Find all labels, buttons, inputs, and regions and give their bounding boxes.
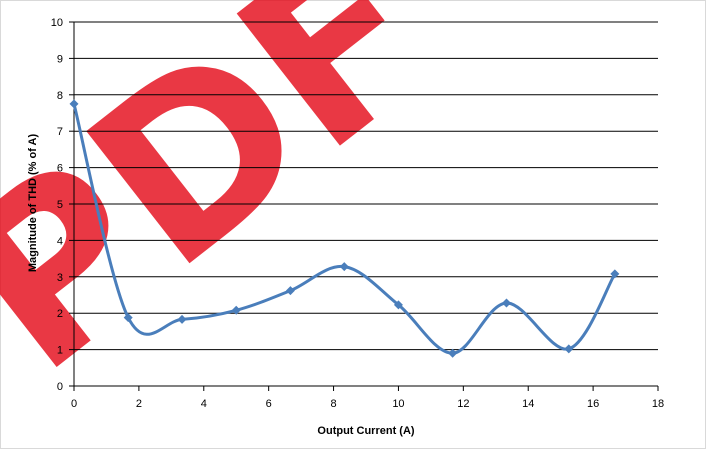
x-tick-labels: 0 2 4 6 8 10 12 14 16 18 [71,398,664,410]
x-tick-label: 12 [457,398,469,410]
x-tick-label: 4 [201,398,207,410]
y-tick-label: 9 [57,53,63,65]
data-point-marker [501,298,511,308]
x-tick-label: 8 [330,398,336,410]
data-point-marker [177,314,187,324]
series-layer [69,99,620,358]
gridlines [74,21,658,351]
y-tick-label: 8 [57,90,63,102]
y-tick-label: 0 [57,381,63,393]
y-tick-label: 4 [57,235,63,247]
y-tick-label: 1 [57,345,63,357]
y-tick-label: 6 [57,163,63,175]
x-tick-label: 14 [522,398,534,410]
axes [69,21,659,391]
data-point-marker [231,305,241,315]
y-tick-label: 10 [51,17,63,29]
data-point-marker [285,286,295,296]
watermark-text: PDF [0,0,481,423]
data-point-marker [564,344,574,354]
watermark: PDF [0,0,481,423]
data-point-marker [448,348,458,358]
y-tick-label: 7 [57,126,63,138]
y-axis-title: Magnitude of THD (% of A) [27,134,39,273]
data-point-marker [69,99,79,109]
x-tick-label: 2 [136,398,142,410]
y-tick-labels: 0 1 2 3 4 5 6 7 8 9 10 [51,17,63,393]
y-tick-label: 5 [57,199,63,211]
x-tick-label: 6 [266,398,272,410]
x-tick-label: 10 [392,398,404,410]
x-tick-label: 18 [652,398,664,410]
y-tick-label: 2 [57,308,63,320]
x-tick-label: 16 [587,398,599,410]
x-tick-label: 0 [71,398,77,410]
x-axis-title: Output Current (A) [317,425,414,437]
data-point-marker [339,262,349,272]
data-point-marker [393,300,403,310]
y-tick-label: 3 [57,272,63,284]
data-point-marker [123,313,133,323]
data-point-marker [610,269,620,279]
